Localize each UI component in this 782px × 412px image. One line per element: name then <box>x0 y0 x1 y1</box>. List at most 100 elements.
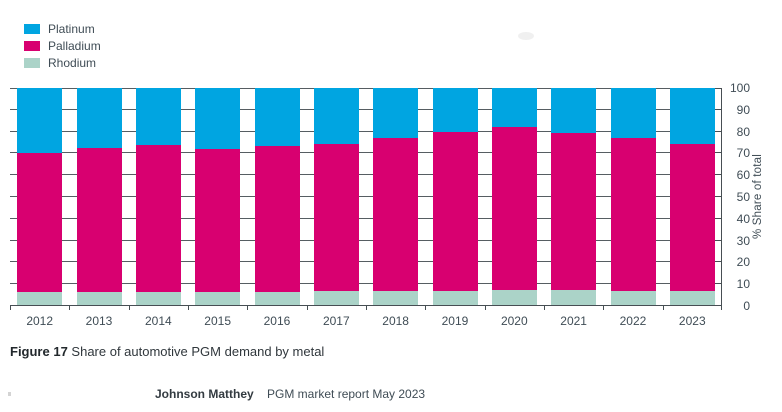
legend-swatch-platinum <box>24 23 40 34</box>
bar-2019 <box>432 88 478 306</box>
bar-segment-rhodium-2013 <box>76 291 122 306</box>
bar-segment-platinum-2021 <box>551 88 597 133</box>
y-axis-tick-100 <box>715 88 722 89</box>
y-axis-tick-10 <box>715 283 722 285</box>
bar-segment-platinum-2013 <box>76 88 122 148</box>
bar-segment-palladium-2023 <box>669 143 715 291</box>
x-label-2015: 2015 <box>204 314 231 328</box>
legend-item-palladium: Palladium <box>24 37 101 54</box>
bar-segment-rhodium-2015 <box>195 291 241 306</box>
gridline-100 <box>10 88 722 89</box>
bar-2012 <box>17 88 63 306</box>
y-axis-right-line <box>721 88 722 306</box>
x-axis-tick <box>663 306 664 310</box>
y-axis-tick-20 <box>715 261 722 263</box>
bar-segment-palladium-2021 <box>551 132 597 290</box>
x-axis-tick <box>69 306 70 310</box>
bar-segment-palladium-2022 <box>610 138 656 291</box>
bar-2015 <box>195 88 241 306</box>
gridline-50 <box>10 196 722 197</box>
bar-2017 <box>313 88 359 306</box>
bar-segment-rhodium-2023 <box>669 290 715 306</box>
x-label-2022: 2022 <box>619 314 647 328</box>
bar-segment-platinum-2017 <box>313 88 359 144</box>
x-axis-tick <box>10 306 11 310</box>
stacked-bar-chart <box>10 88 722 310</box>
x-label-2012: 2012 <box>26 314 54 328</box>
legend-swatch-palladium <box>24 40 40 51</box>
source-publisher: Johnson Matthey <box>155 387 254 401</box>
x-label-2019: 2019 <box>441 314 469 328</box>
bar-2023 <box>669 88 715 306</box>
x-axis-tick <box>129 306 130 310</box>
x-axis-tick <box>425 306 426 310</box>
y-tick-label-100: 100 <box>729 81 750 95</box>
bar-2021 <box>551 88 597 306</box>
y-tick-label-90: 90 <box>736 102 750 117</box>
bar-segment-rhodium-2014 <box>135 291 181 306</box>
y-axis-tick-90 <box>715 108 722 110</box>
y-axis-title-text: % Share of total <box>752 154 764 240</box>
y-axis-tick-80 <box>715 130 722 132</box>
y-axis-tick-30 <box>715 239 722 241</box>
bar-segment-rhodium-2016 <box>254 291 300 306</box>
y-tick-label-80: 80 <box>736 124 750 139</box>
x-label-2014: 2014 <box>144 314 172 328</box>
figure-title: Share of automotive PGM demand by metal <box>71 344 325 359</box>
legend-swatch-rhodium <box>24 57 40 68</box>
legend-label: Palladium <box>48 38 101 53</box>
x-label-2020: 2020 <box>500 314 528 328</box>
bar-2020 <box>491 88 537 306</box>
x-axis-labels: 2012 2013 2014 2015 2016 2017 2018 2019 2020 2021… <box>10 314 722 328</box>
bar-segment-rhodium-2019 <box>432 290 478 306</box>
y-tick-label-10: 10 <box>736 277 750 292</box>
bar-segment-palladium-2018 <box>373 138 419 291</box>
y-axis-tick-60 <box>715 174 722 176</box>
bar-segment-palladium-2012 <box>17 153 63 292</box>
gridline-60 <box>10 174 722 176</box>
page-artifact-speck <box>8 392 11 396</box>
x-axis-tick <box>721 306 722 310</box>
y-tick-label-20: 20 <box>736 255 750 270</box>
bar-segment-rhodium-2017 <box>313 290 359 306</box>
gridline-70 <box>10 152 722 154</box>
y-axis-tick-0 <box>715 305 722 306</box>
bar-segment-platinum-2018 <box>373 88 419 139</box>
bar-segment-palladium-2013 <box>76 147 122 292</box>
x-axis-tick <box>366 306 367 310</box>
chart-legend: Platinum Palladium Rhodium <box>24 20 101 71</box>
x-axis-tick <box>603 306 604 310</box>
y-tick-label-40: 40 <box>736 211 750 226</box>
gridline-90 <box>10 108 722 110</box>
y-tick-label-60: 60 <box>736 168 750 183</box>
bar-segment-palladium-2017 <box>313 143 359 291</box>
y-axis-title: % Share of total <box>752 88 764 306</box>
y-tick-label-70: 70 <box>736 146 750 161</box>
gridline-30 <box>10 239 722 241</box>
figure-number: Figure 17 <box>10 344 68 359</box>
bar-segment-rhodium-2018 <box>373 290 419 306</box>
bar-segment-palladium-2015 <box>195 149 241 292</box>
y-axis-tick-50 <box>715 196 722 197</box>
x-axis-tick <box>485 306 486 310</box>
legend-label: Platinum <box>48 21 95 36</box>
x-axis-tick <box>307 306 308 310</box>
y-axis-tick-70 <box>715 152 722 154</box>
gridline-20 <box>10 261 722 263</box>
bar-segment-platinum-2015 <box>195 88 241 150</box>
bar-segment-platinum-2014 <box>135 88 181 145</box>
bar-segment-platinum-2019 <box>432 88 478 132</box>
bar-2022 <box>610 88 656 306</box>
figure-caption: Figure 17 Share of automotive PGM demand… <box>10 344 324 359</box>
bar-segment-platinum-2020 <box>491 88 537 128</box>
x-label-2017: 2017 <box>322 314 350 328</box>
x-label-2018: 2018 <box>382 314 409 328</box>
bar-2016 <box>254 88 300 306</box>
legend-label: Rhodium <box>48 55 97 70</box>
x-axis-tick <box>247 306 248 310</box>
bar-segment-palladium-2020 <box>491 127 537 290</box>
x-label-2013: 2013 <box>85 314 113 328</box>
source-line: Johnson Matthey PGM market report May 20… <box>155 387 425 401</box>
bar-segment-rhodium-2021 <box>551 289 597 306</box>
bar-2018 <box>373 88 419 306</box>
